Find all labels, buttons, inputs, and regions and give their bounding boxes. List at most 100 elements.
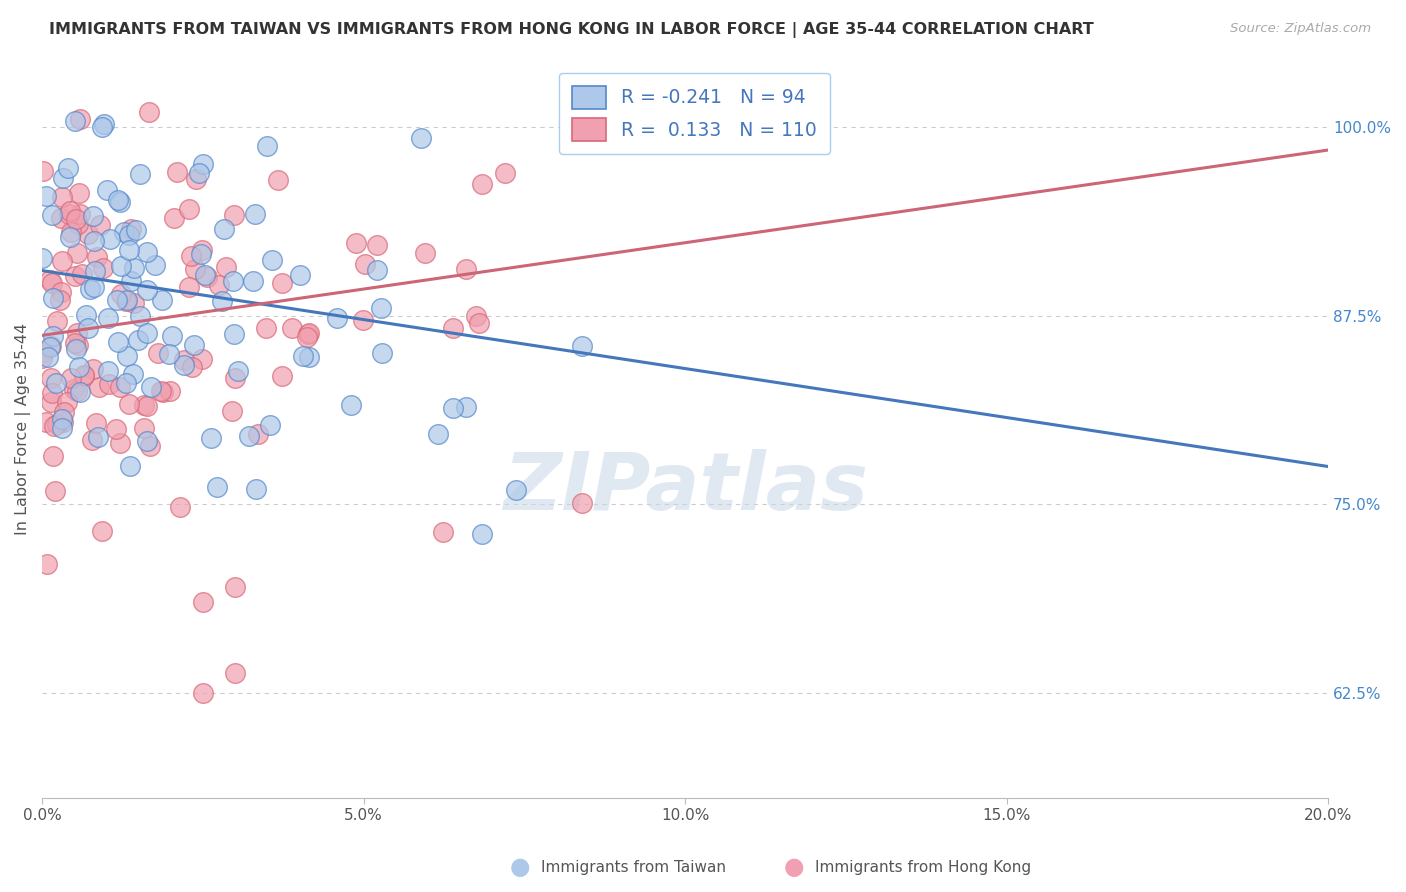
Point (254, 321, 277, 335)
Point (135, 399, 157, 413)
Point (89, 218, 111, 232)
Point (108, 194, 131, 209)
Point (169, 500, 191, 515)
Point (262, 252, 284, 267)
Point (45, 417, 67, 432)
Point (271, 276, 294, 290)
Point (224, 665, 246, 680)
Point (115, 293, 138, 307)
Point (136, 245, 159, 260)
Point (32, 345, 55, 359)
Point (67, 217, 90, 231)
Point (456, 261, 478, 276)
Point (97, 377, 120, 392)
Point (120, 458, 142, 473)
Point (571, 338, 593, 352)
Point (427, 426, 450, 441)
Point (31, 251, 53, 265)
Point (97, 311, 120, 326)
Point (96, 364, 118, 378)
Point (340, 399, 363, 413)
Point (82, 209, 104, 223)
Point (152, 384, 174, 399)
Point (118, 243, 141, 257)
Point (194, 268, 217, 282)
Point (212, 222, 235, 236)
Point (456, 400, 478, 414)
Legend: R = -0.241   N = 94, R =  0.133   N = 110: R = -0.241 N = 94, R = 0.133 N = 110 (560, 72, 830, 154)
Point (224, 580, 246, 594)
Point (465, 309, 488, 323)
Point (467, 317, 489, 331)
Point (222, 327, 245, 342)
Point (132, 421, 155, 435)
Point (191, 595, 214, 609)
Point (63, 114, 86, 128)
Point (105, 422, 128, 436)
Point (120, 274, 142, 288)
Point (86, 430, 108, 444)
Point (281, 321, 304, 335)
Point (34, 189, 56, 203)
Point (270, 369, 292, 384)
Point (139, 438, 162, 452)
Point (138, 105, 160, 120)
Point (122, 260, 145, 275)
Point (56, 395, 79, 409)
Point (86, 250, 108, 264)
Text: ●: ● (510, 855, 530, 879)
Point (159, 384, 181, 398)
Point (108, 436, 131, 450)
Point (432, 524, 454, 539)
Point (37, 350, 59, 364)
Point (69, 384, 91, 399)
Point (370, 301, 392, 315)
Point (224, 370, 246, 384)
Point (42, 449, 65, 463)
Text: ●: ● (785, 855, 804, 879)
Point (163, 211, 186, 226)
Point (66, 384, 89, 399)
Point (59, 230, 82, 244)
Point (73, 369, 96, 384)
Point (224, 208, 246, 222)
Point (441, 401, 464, 416)
Point (297, 327, 319, 342)
Point (41, 208, 63, 222)
Point (44, 483, 66, 498)
Point (39, 395, 62, 409)
Point (409, 131, 432, 145)
Point (177, 280, 200, 294)
Point (42, 292, 65, 306)
Point (184, 261, 207, 276)
Point (42, 418, 65, 433)
Point (117, 350, 139, 364)
Point (173, 353, 195, 368)
Point (228, 364, 250, 378)
Point (51, 421, 73, 435)
Point (93, 260, 115, 275)
Point (571, 495, 593, 509)
Point (49, 285, 72, 299)
Point (326, 311, 349, 326)
Point (38, 273, 60, 287)
Point (52, 404, 75, 418)
Point (221, 404, 243, 418)
Point (66, 245, 89, 260)
Point (256, 138, 278, 153)
Point (205, 480, 228, 494)
Point (134, 398, 156, 412)
Point (62, 382, 84, 396)
Point (107, 335, 129, 350)
Point (84, 416, 107, 430)
Point (148, 346, 170, 360)
Point (441, 320, 464, 334)
Point (471, 177, 494, 191)
Point (259, 417, 281, 432)
Point (191, 244, 214, 258)
Point (96, 183, 118, 197)
Point (108, 380, 131, 394)
Point (505, 483, 527, 498)
Point (80, 433, 103, 447)
Point (115, 376, 138, 390)
